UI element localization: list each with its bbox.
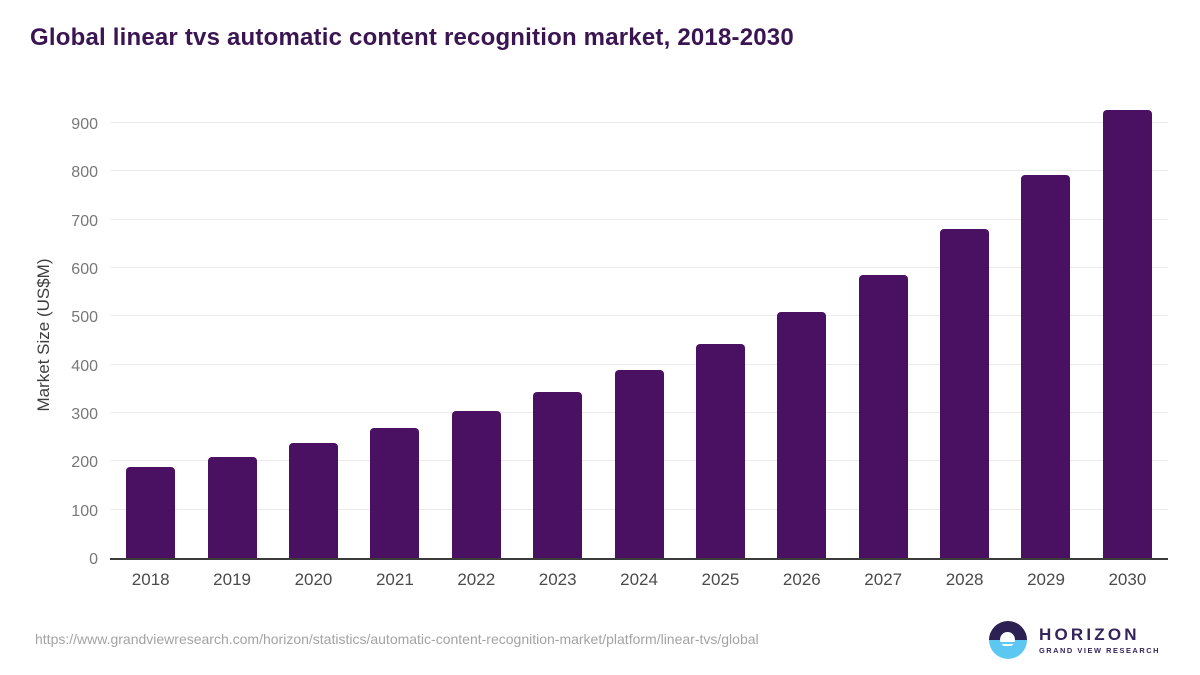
bar-cell-2030 — [1087, 110, 1168, 558]
y-axis-ticks: 0 100 200 300 400 500 600 700 800 900 — [28, 110, 98, 568]
bar-cell-2023 — [517, 110, 598, 558]
bar-cell-2022 — [436, 110, 517, 558]
gridline-900 — [110, 121, 1168, 123]
bar-cell-2024 — [598, 110, 679, 558]
bar-2026[interactable] — [777, 312, 827, 558]
horizon-logo[interactable]: HORIZON GRAND VIEW RESEARCH — [988, 621, 1160, 659]
x-tick-label-2029: 2029 — [1027, 570, 1065, 589]
water-wave-line — [994, 642, 1021, 645]
bar-2021[interactable] — [370, 428, 420, 558]
y-tick-label-500: 500 — [71, 309, 98, 327]
x-tick-label-2021: 2021 — [375, 570, 414, 589]
y-tick-label-900: 900 — [71, 115, 98, 133]
bars-row — [110, 110, 1168, 558]
y-tick-label-200: 200 — [71, 454, 98, 472]
y-tick-label-600: 600 — [71, 261, 98, 278]
x-tick-label-2019: 2019 — [213, 570, 251, 589]
bar-cell-2025 — [680, 110, 761, 558]
y-tick-label-400: 400 — [71, 357, 98, 375]
bar-cell-2027 — [843, 110, 924, 558]
logo-tagline: GRAND VIEW RESEARCH — [1038, 646, 1160, 655]
bar-cell-2021 — [354, 110, 435, 558]
logo-text: HORIZON GRAND VIEW RESEARCH — [1039, 625, 1160, 655]
bar-2018[interactable] — [126, 467, 176, 558]
bar-cell-2026 — [761, 110, 842, 558]
chart-title: Global linear tvs automatic content reco… — [30, 24, 794, 51]
bar-cell-2029 — [1005, 110, 1086, 558]
x-tick-label-2030: 2030 — [1108, 570, 1147, 589]
sun-circle — [1000, 632, 1016, 647]
water-wave-line — [994, 646, 1021, 649]
source-url: https://www.grandviewresearch.com/horizo… — [35, 631, 759, 647]
x-tick-label-2022: 2022 — [457, 570, 496, 589]
gridline-600 — [110, 267, 1168, 268]
x-tick-label-2028: 2028 — [945, 570, 984, 589]
bar-2019[interactable] — [207, 456, 257, 558]
bar-2029[interactable] — [1021, 174, 1071, 558]
x-tick-label-2018: 2018 — [131, 570, 170, 589]
bar-2027[interactable] — [858, 275, 908, 558]
y-tick-label-100: 100 — [71, 502, 98, 520]
y-tick-label-800: 800 — [71, 164, 98, 182]
gridline-700 — [110, 218, 1168, 220]
bar-cell-2018 — [110, 110, 191, 558]
bar-2028[interactable] — [940, 229, 990, 558]
bar-cell-2019 — [191, 110, 272, 558]
logo-brand: HORIZON — [1038, 625, 1140, 644]
bar-2020[interactable] — [288, 442, 338, 558]
gridline-800 — [110, 170, 1168, 172]
x-tick-label-2024: 2024 — [620, 570, 658, 589]
x-tick-label-2025: 2025 — [701, 570, 740, 589]
x-axis-ticks: 2018 2019 2020 2021 2022 2023 2024 2025 2026 2027… — [110, 570, 1168, 590]
bar-cell-2028 — [924, 110, 1005, 558]
x-tick-label-2027: 2027 — [864, 570, 903, 589]
bar-cell-2020 — [273, 110, 354, 558]
y-tick-label-300: 300 — [71, 406, 98, 423]
gridline-400 — [110, 363, 1168, 365]
gridline-500 — [110, 315, 1168, 317]
y-tick-label-700: 700 — [71, 212, 98, 230]
bar-2030[interactable] — [1102, 110, 1152, 558]
x-tick-label-2026: 2026 — [782, 570, 821, 589]
bar-2022[interactable] — [451, 410, 501, 558]
bar-2023[interactable] — [533, 392, 583, 558]
plot-area — [110, 110, 1168, 560]
x-tick-label-2020: 2020 — [294, 570, 333, 589]
bar-2025[interactable] — [695, 344, 745, 558]
x-tick-label-2023: 2023 — [538, 570, 577, 589]
sunset-horizon-icon — [988, 621, 1027, 659]
bar-2024[interactable] — [614, 370, 664, 558]
y-tick-label-0: 0 — [89, 551, 98, 568]
